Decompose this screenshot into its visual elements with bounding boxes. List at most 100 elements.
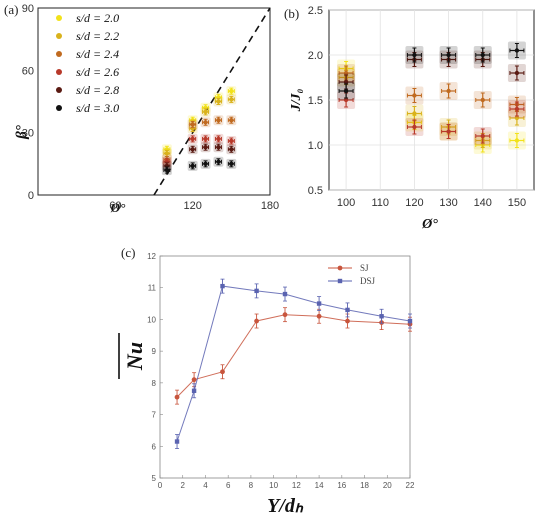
b-point — [473, 127, 492, 145]
data-point — [229, 88, 234, 94]
panel-a-label: (a) — [4, 2, 18, 17]
a-point — [187, 144, 198, 155]
c-data-point — [407, 318, 413, 324]
data-point — [203, 109, 208, 115]
b-point — [405, 46, 424, 64]
a-point — [213, 156, 224, 167]
data-point — [514, 70, 520, 76]
panel-b-label: (b) — [284, 6, 299, 21]
data-point — [514, 106, 520, 112]
data-point — [216, 159, 221, 164]
c-ytick-label: 8 — [152, 379, 157, 388]
data-point — [514, 48, 520, 53]
a-ytick-label: 90 — [22, 3, 34, 15]
b-xtick-label: 150 — [508, 197, 526, 209]
b-point — [337, 82, 356, 100]
c-xtick-label: 16 — [337, 481, 346, 490]
a-ytick-label: 30 — [22, 128, 34, 140]
a-ytick-label: 60 — [22, 65, 34, 77]
b-ytick-label: 2.5 — [308, 5, 323, 17]
c-data-point — [174, 394, 180, 400]
data-point — [190, 122, 195, 127]
c-series-line — [176, 314, 411, 398]
a-point — [226, 144, 237, 155]
legend-swatch — [56, 33, 62, 39]
data-point — [343, 97, 349, 103]
legend-swatch — [56, 87, 62, 93]
legend-entry: s/d = 2.0 — [76, 11, 119, 25]
data-point — [216, 136, 221, 142]
data-point — [412, 93, 417, 98]
a-point — [226, 115, 237, 126]
legend-entry: s/d = 3.0 — [76, 101, 119, 115]
data-point — [480, 52, 485, 58]
a-point — [187, 119, 198, 130]
legend-entry: s/d = 2.8 — [76, 83, 119, 97]
data-point — [412, 52, 417, 58]
c-data-point — [191, 377, 197, 383]
a-point — [213, 142, 224, 153]
legend-c: SJ DSJ — [328, 263, 376, 286]
data-point — [190, 163, 195, 169]
data-point — [343, 88, 349, 94]
a-point — [200, 142, 211, 153]
c-xlabel: Y/dₕ — [267, 495, 304, 517]
c-data-point — [220, 283, 225, 289]
b-point — [473, 91, 492, 109]
data-point — [229, 138, 234, 144]
c-legend-marker — [337, 265, 343, 271]
c-data-point — [345, 307, 350, 313]
b-ytick-label: 1.5 — [308, 95, 323, 107]
a-point — [213, 96, 224, 107]
b-ytick-label: 2.0 — [308, 50, 323, 62]
c-xtick-label: 4 — [203, 481, 208, 490]
legend-entry: s/d = 2.4 — [76, 47, 119, 61]
c-ytick-label: 6 — [152, 442, 157, 451]
c-legend-label: SJ — [360, 263, 369, 273]
b-point — [337, 64, 356, 82]
b-ytick-label: 1.0 — [308, 140, 323, 152]
b-point — [507, 131, 526, 150]
b-point — [473, 46, 492, 64]
c-legend-marker — [337, 278, 343, 284]
a-point — [226, 86, 237, 97]
data-point — [216, 118, 221, 123]
b-xtick-label: 120 — [405, 197, 423, 209]
c-data-point — [254, 288, 259, 294]
b-xtick-label: 130 — [439, 197, 457, 209]
data-point — [480, 133, 485, 139]
legend-swatch — [56, 69, 62, 75]
b-xtick-label: 140 — [474, 197, 492, 209]
legend-swatch — [56, 15, 62, 21]
a-point — [161, 165, 172, 176]
b-xtick-label: 100 — [337, 197, 355, 209]
c-series-line — [176, 285, 411, 442]
c-ytick-label: 9 — [152, 347, 157, 356]
panel-c: (c) 0 2 4 6 8 10 12 14 16 18 20 22 5 6 7 8 9 10 11 12 SJ DSJ… — [118, 245, 415, 517]
data-point — [343, 70, 349, 76]
c-xtick-label: 0 — [158, 481, 163, 490]
data-point — [514, 138, 520, 143]
a-xtick-label: 180 — [261, 200, 279, 212]
c-data-point — [220, 369, 225, 375]
data-point — [229, 118, 234, 123]
a-point — [187, 160, 198, 171]
b-point — [337, 73, 356, 91]
c-xtick-label: 10 — [269, 481, 278, 490]
a-point — [226, 94, 237, 105]
c-xtick-label: 18 — [360, 481, 369, 490]
c-xtick-label: 6 — [226, 481, 231, 490]
panel-c-frame — [159, 255, 411, 479]
a-point — [200, 117, 211, 128]
a-ytick-label: 0 — [28, 190, 34, 202]
data-point — [164, 167, 170, 173]
c-data-point — [282, 291, 288, 297]
c-ytick-label: 7 — [152, 411, 157, 420]
a-point — [213, 133, 224, 144]
a-point — [226, 135, 237, 146]
c-xtick-label: 12 — [292, 481, 301, 490]
a-point — [200, 106, 211, 117]
c-xtick-label: 20 — [383, 481, 392, 490]
data-point — [203, 145, 208, 150]
